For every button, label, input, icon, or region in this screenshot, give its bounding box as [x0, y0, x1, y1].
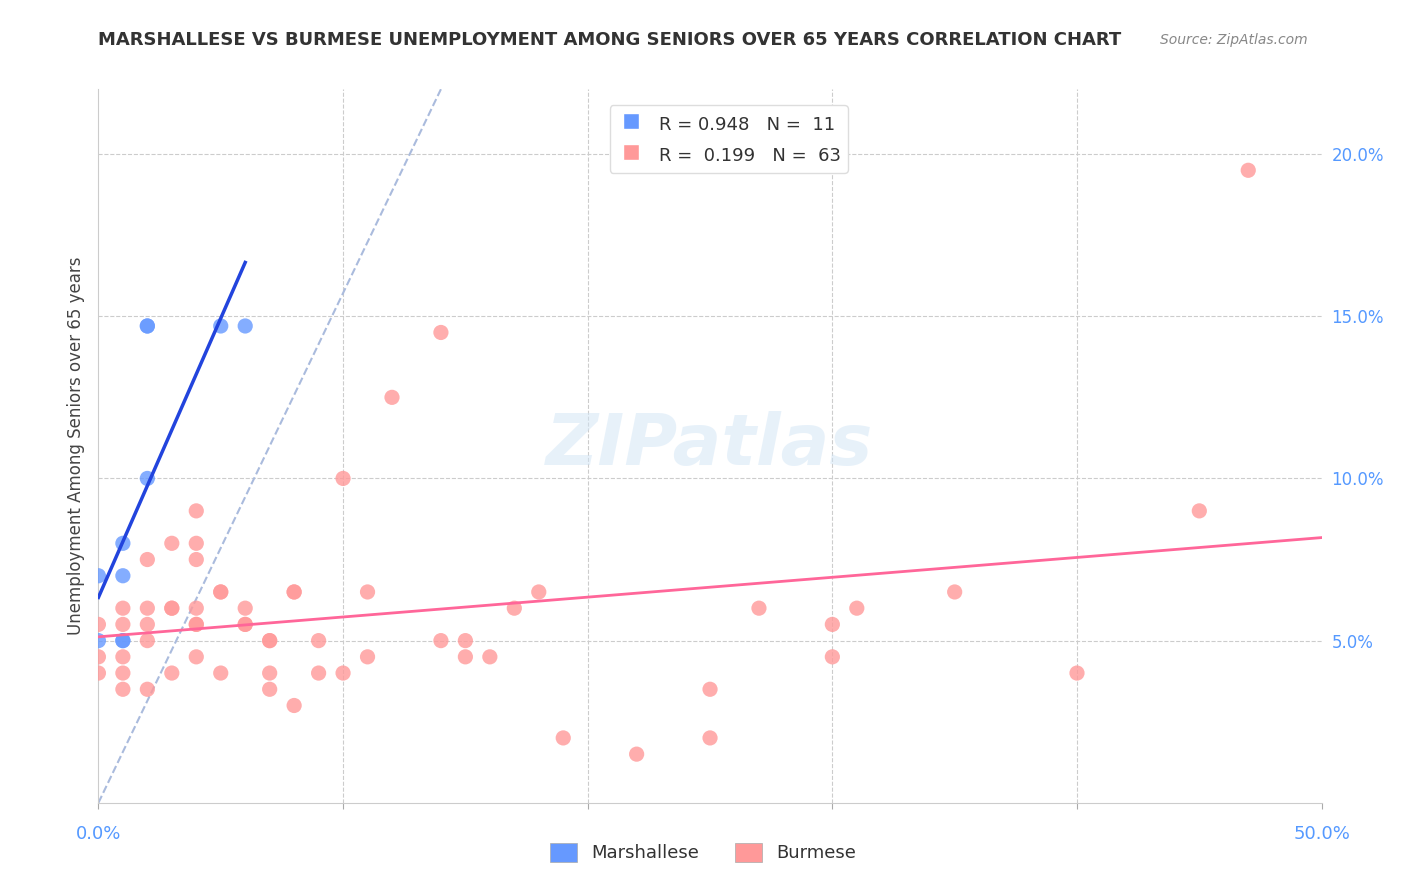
Point	[332, 666, 354, 681]
Point	[1188, 504, 1211, 518]
Point	[186, 504, 208, 518]
Point	[845, 601, 868, 615]
Point	[111, 682, 134, 697]
Point	[943, 585, 966, 599]
Point	[478, 649, 501, 664]
Point	[111, 666, 134, 681]
Y-axis label: Unemployment Among Seniors over 65 years: Unemployment Among Seniors over 65 years	[66, 257, 84, 635]
Point	[87, 666, 110, 681]
Text: ZIPatlas: ZIPatlas	[547, 411, 873, 481]
Point	[821, 617, 844, 632]
Point	[699, 731, 721, 745]
Point	[308, 633, 330, 648]
Point	[136, 601, 159, 615]
Point	[87, 568, 110, 582]
Point	[699, 682, 721, 697]
Point	[136, 318, 159, 333]
Point	[186, 617, 208, 632]
Point	[233, 617, 256, 632]
Point	[136, 471, 159, 485]
Point	[430, 326, 453, 340]
Point	[209, 585, 232, 599]
Point	[160, 601, 183, 615]
Point	[283, 698, 305, 713]
Point	[332, 471, 354, 485]
Text: Source: ZipAtlas.com: Source: ZipAtlas.com	[1160, 33, 1308, 47]
Point	[626, 747, 648, 761]
Point	[160, 601, 183, 615]
Point	[160, 666, 183, 681]
Point	[186, 617, 208, 632]
Point	[1066, 666, 1088, 681]
Point	[748, 601, 770, 615]
Point	[454, 633, 477, 648]
Point	[136, 318, 159, 333]
Point	[233, 601, 256, 615]
Point	[454, 649, 477, 664]
Point	[111, 536, 134, 550]
Point	[1237, 163, 1260, 178]
Legend: Marshallese, Burmese: Marshallese, Burmese	[543, 836, 863, 870]
Point	[381, 390, 404, 404]
Point	[503, 601, 526, 615]
Point	[111, 617, 134, 632]
Point	[209, 666, 232, 681]
Point	[111, 633, 134, 648]
Point	[821, 649, 844, 664]
Point	[87, 617, 110, 632]
Point	[283, 585, 305, 599]
Point	[160, 536, 183, 550]
Point	[259, 682, 281, 697]
Point	[259, 633, 281, 648]
Point	[186, 601, 208, 615]
Text: 50.0%: 50.0%	[1294, 825, 1350, 843]
Point	[356, 585, 378, 599]
Point	[233, 318, 256, 333]
Point	[111, 633, 134, 648]
Point	[87, 633, 110, 648]
Point	[430, 633, 453, 648]
Point	[553, 731, 575, 745]
Point	[186, 536, 208, 550]
Point	[209, 585, 232, 599]
Point	[111, 568, 134, 582]
Point	[186, 649, 208, 664]
Point	[136, 633, 159, 648]
Point	[111, 649, 134, 664]
Point	[136, 552, 159, 566]
Point	[527, 585, 550, 599]
Point	[111, 601, 134, 615]
Point	[186, 552, 208, 566]
Point	[283, 585, 305, 599]
Legend: R = 0.948   N =  11, R =  0.199   N =  63: R = 0.948 N = 11, R = 0.199 N = 63	[610, 105, 848, 173]
Text: MARSHALLESE VS BURMESE UNEMPLOYMENT AMONG SENIORS OVER 65 YEARS CORRELATION CHAR: MARSHALLESE VS BURMESE UNEMPLOYMENT AMON…	[98, 31, 1122, 49]
Point	[87, 649, 110, 664]
Text: 0.0%: 0.0%	[76, 825, 121, 843]
Point	[356, 649, 378, 664]
Point	[136, 617, 159, 632]
Point	[308, 666, 330, 681]
Point	[259, 633, 281, 648]
Point	[136, 682, 159, 697]
Point	[259, 666, 281, 681]
Point	[233, 617, 256, 632]
Point	[209, 318, 232, 333]
